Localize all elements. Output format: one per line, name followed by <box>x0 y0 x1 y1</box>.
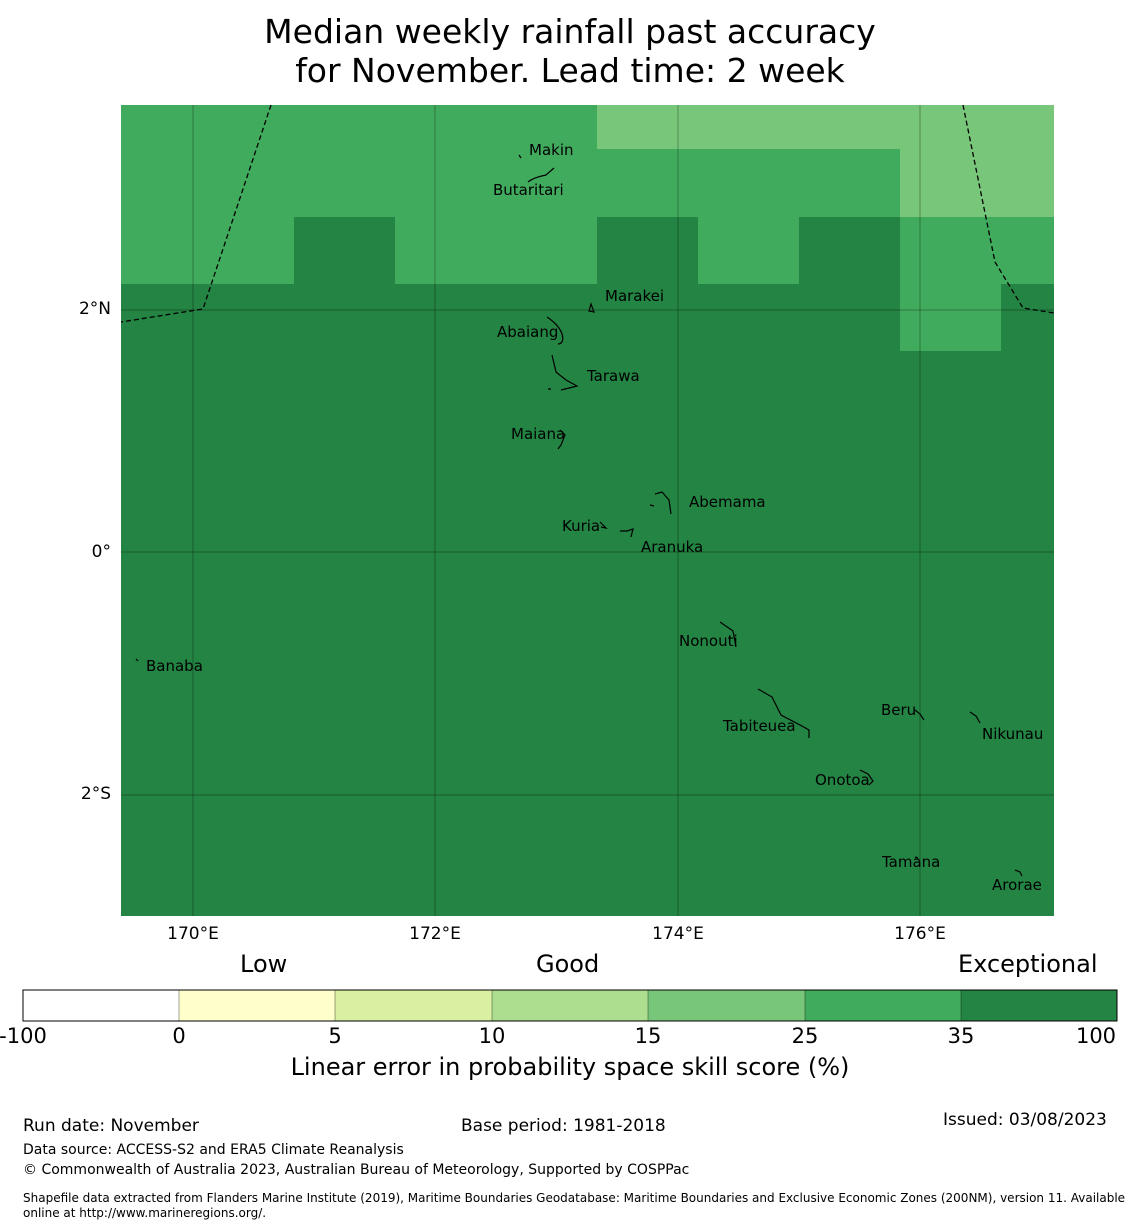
makin-island <box>518 154 522 159</box>
maiana-island <box>557 429 566 450</box>
arorae-island <box>1014 869 1023 877</box>
banaba-island <box>135 658 139 662</box>
title-line-1: Median weekly rainfall past accuracy <box>264 12 876 51</box>
island-label-aranuka: Aranuka <box>641 538 703 556</box>
island-label-banaba: Banaba <box>146 657 203 675</box>
tarawa-island <box>548 354 579 391</box>
island-label-tarawa: Tarawa <box>586 367 640 385</box>
nonouti-island <box>719 621 737 648</box>
eez-boundary <box>120 104 1055 323</box>
data-source: Data source: ACCESS-S2 and ERA5 Climate … <box>23 1142 404 1158</box>
gridlines <box>121 105 1054 916</box>
marakei-island <box>588 302 595 313</box>
lat-label-2n: 2°N <box>78 299 111 319</box>
colorbar-segment-neg100-0 <box>23 990 179 1021</box>
colorbar-segment-25-35 <box>805 990 961 1021</box>
category-label-good: Good <box>536 950 600 978</box>
island-label-marakei: Marakei <box>605 287 664 305</box>
lat-label-0: 0° <box>91 542 111 562</box>
abaiang-island <box>546 316 564 345</box>
island-label-nonouti: Nonouti <box>679 632 738 650</box>
lat-label-2s: 2°S <box>80 784 111 804</box>
island-label-arorae: Arorae <box>992 876 1042 894</box>
colorbar-segment-10-15 <box>492 990 648 1021</box>
island-label-makin: Makin <box>529 141 574 159</box>
run-date: Run date: November <box>23 1116 199 1136</box>
category-label-low: Low <box>240 950 288 978</box>
onotoa-island <box>859 769 874 786</box>
moderate-skill-area <box>597 105 1054 217</box>
lon-label-176e: 176°E <box>894 924 946 944</box>
colorbar-title: Linear error in probability space skill … <box>290 1053 850 1081</box>
island-label-nikunau: Nikunau <box>982 725 1043 743</box>
island-label-beru: Beru <box>881 701 916 719</box>
island-label-butaritari: Butaritari <box>493 181 564 199</box>
title-line-2: for November. Lead time: 2 week <box>295 51 845 90</box>
abemama-island <box>649 491 672 515</box>
colorbar-tick: 15 <box>634 1024 662 1048</box>
island-label-maiana: Maiana <box>511 425 565 443</box>
island-labels: Makin Butaritari Marakei Abaiang Tarawa … <box>146 141 1043 894</box>
beru-island <box>914 709 925 721</box>
good-skill-area <box>121 105 1054 351</box>
base-period: Base period: 1981-2018 <box>461 1116 666 1136</box>
colorbar-tick: 25 <box>791 1024 819 1048</box>
island-label-abaiang: Abaiang <box>497 323 558 341</box>
island-label-abemama: Abemama <box>689 493 766 511</box>
colorbar-segment-35-100 <box>961 990 1117 1021</box>
colorbar-tick: 5 <box>328 1024 342 1048</box>
issued-date: Issued: 03/08/2023 <box>943 1110 1107 1130</box>
colorbar-tick: 35 <box>947 1024 975 1048</box>
aranuka-island <box>620 528 634 538</box>
shapefile-credit: Shapefile data extracted from Flanders M… <box>23 1191 1126 1220</box>
colorbar <box>22 989 1118 1022</box>
lon-label-170e: 170°E <box>167 924 219 944</box>
colorbar-segment-15-25 <box>648 990 805 1021</box>
colorbar-segment-5-10 <box>335 990 492 1021</box>
lon-label-172e: 172°E <box>409 924 461 944</box>
island-label-kuria: Kuria <box>562 517 600 535</box>
category-label-exceptional: Exceptional <box>958 950 1098 978</box>
island-label-tamana: Tamana <box>881 853 940 871</box>
colorbar-tick: -100 <box>0 1024 47 1048</box>
kuria-island <box>599 521 608 529</box>
colorbar-tick: 100 <box>1075 1024 1117 1048</box>
island-outlines <box>135 154 1023 877</box>
butaritari-island <box>527 167 555 183</box>
colorbar-tick: 0 <box>172 1024 186 1048</box>
island-label-tabiteuea: Tabiteuea <box>722 717 796 735</box>
copyright: © Commonwealth of Australia 2023, Austra… <box>23 1162 690 1178</box>
colorbar-tick: 10 <box>478 1024 506 1048</box>
tabiteuea-island <box>757 688 810 738</box>
lon-label-174e: 174°E <box>652 924 704 944</box>
colorbar-segment-0-5 <box>179 990 335 1021</box>
nikunau-island <box>969 711 981 724</box>
tamana-island <box>914 856 919 859</box>
island-label-onotoa: Onotoa <box>815 771 870 789</box>
